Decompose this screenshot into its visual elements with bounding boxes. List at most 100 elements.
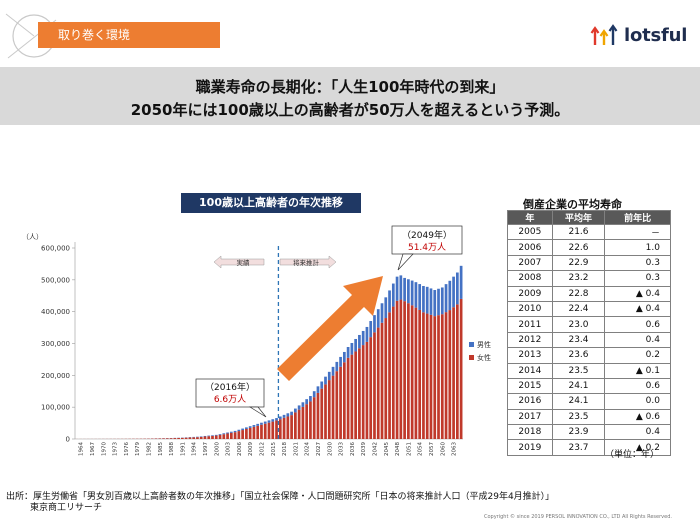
- x-tick-label: 2009: [248, 442, 254, 456]
- female-bar-2056: [425, 313, 429, 439]
- x-tick-label: 1997: [203, 442, 209, 456]
- legend-female-swatch: [469, 355, 474, 360]
- cell-change: ▲ 0.4: [604, 285, 671, 302]
- cell-change: 0.0: [604, 393, 671, 410]
- male-bar-2047: [391, 283, 395, 307]
- male-bar-1999: [211, 435, 214, 436]
- x-tick-label: 1967: [90, 442, 96, 456]
- female-bar-2041: [369, 337, 373, 439]
- legend-male-label: 男性: [477, 340, 491, 349]
- male-bar-2011: [256, 423, 260, 426]
- male-bar-2013: [263, 421, 267, 424]
- x-tick-label: 1988: [169, 442, 175, 456]
- male-bar-2038: [358, 334, 361, 349]
- cell-year: 2007: [507, 254, 553, 272]
- male-bar-2045: [384, 297, 388, 319]
- male-bar-2054: [418, 284, 422, 310]
- cell-year: 2006: [507, 239, 553, 256]
- cell-change: 0.3: [604, 254, 671, 272]
- cell-change: 1.0: [604, 239, 671, 256]
- cell-change: ▲ 0.6: [604, 408, 671, 426]
- cell-change: 0.6: [604, 316, 671, 333]
- legend-male-swatch: [469, 342, 474, 347]
- male-bar-2003: [226, 432, 229, 434]
- male-bar-2005: [233, 430, 237, 433]
- male-bar-2060: [440, 287, 444, 315]
- female-bar-2059: [437, 315, 440, 439]
- cell-average: 24.1: [551, 377, 606, 395]
- cell-change: ▲ 0.4: [604, 300, 671, 318]
- x-tick-label: 2036: [350, 442, 356, 456]
- male-bar-2051: [407, 279, 410, 304]
- actual-arrow-icon: [213, 255, 265, 269]
- callout-2049-box: [391, 225, 463, 255]
- female-bar-2021: [294, 412, 297, 439]
- female-bar-2048: [395, 300, 399, 439]
- x-tick-label: 2018: [282, 442, 288, 456]
- y-tick-label: 400,000: [41, 308, 70, 316]
- female-bar-2023: [301, 406, 305, 439]
- male-bar-2052: [410, 280, 414, 306]
- male-bar-2017: [278, 416, 282, 420]
- table-row: 2013 23.6 0.2: [507, 347, 671, 364]
- female-bar-2037: [354, 351, 357, 439]
- y-tick-label: 500,000: [41, 276, 70, 284]
- x-tick-label: 2042: [372, 442, 378, 456]
- cell-average: 23.2: [551, 270, 606, 287]
- table-row: 2017 23.5 ▲ 0.6: [507, 408, 671, 426]
- male-bar-2020: [290, 411, 293, 416]
- company-lifespan-table: 年 平均年 前年比 2005 21.6 － 2006 22.6 1.0 2007 22.9 0.…: [507, 210, 671, 456]
- y-tick-label: 600,000: [41, 245, 70, 253]
- source-line-2: 東京商工リサーチ: [30, 503, 103, 513]
- female-bar-1991: [181, 437, 184, 439]
- male-bar-2007: [241, 428, 244, 431]
- female-bar-2025: [309, 401, 312, 439]
- female-bar-2019: [286, 416, 290, 439]
- table-row: 2010 22.4 ▲ 0.4: [507, 300, 671, 318]
- x-tick-label: 1991: [180, 442, 186, 456]
- y-tick-label: 100,000: [41, 404, 70, 412]
- male-bar-2042: [373, 315, 376, 333]
- male-bar-2063: [452, 276, 455, 308]
- male-bar-2041: [369, 321, 373, 338]
- male-bar-2023: [301, 402, 305, 407]
- x-tick-label: 2057: [429, 442, 435, 456]
- cell-average: 22.8: [551, 285, 606, 302]
- legend-female-label: 女性: [477, 353, 491, 362]
- cell-average: 21.6: [551, 223, 606, 241]
- male-bar-2061: [444, 284, 448, 313]
- male-bar-2025: [309, 396, 312, 402]
- callout-2049-value: 51.4万人: [408, 242, 446, 253]
- actual-label: 実績: [237, 258, 251, 267]
- table-row: 2007 22.9 0.3: [507, 254, 671, 272]
- x-tick-label: 2054: [418, 442, 424, 456]
- male-bar-2026: [312, 391, 316, 398]
- male-bar-2022: [297, 405, 301, 410]
- x-tick-label: 2006: [237, 442, 243, 456]
- male-bar-2059: [437, 288, 440, 316]
- female-bar-1987: [165, 438, 169, 439]
- x-tick-label: 1994: [192, 442, 198, 456]
- female-bar-2006: [237, 431, 241, 439]
- column-header-average: 平均年: [551, 210, 606, 225]
- female-bar-2039: [361, 345, 365, 439]
- x-tick-label: 1982: [146, 442, 152, 456]
- female-bar-2016: [275, 420, 278, 439]
- cell-year: 2015: [507, 377, 553, 395]
- x-tick-label: 2030: [327, 442, 333, 456]
- cell-average: 23.0: [551, 316, 606, 333]
- female-bar-1994: [192, 437, 196, 439]
- callout-2016-value: 6.6万人: [214, 394, 246, 405]
- female-bar-2015: [271, 421, 275, 439]
- forecast-label: 将来推計: [293, 258, 320, 267]
- column-header-change: 前年比: [604, 210, 671, 225]
- female-bar-2020: [290, 415, 293, 439]
- male-bar-2043: [376, 309, 380, 328]
- cell-average: 23.9: [551, 424, 606, 441]
- male-bar-2014: [267, 420, 271, 423]
- male-bar-2012: [260, 422, 263, 425]
- x-tick-label: 2039: [361, 442, 367, 456]
- female-bar-1999: [211, 435, 214, 439]
- cell-change: ▲ 0.2: [604, 439, 671, 456]
